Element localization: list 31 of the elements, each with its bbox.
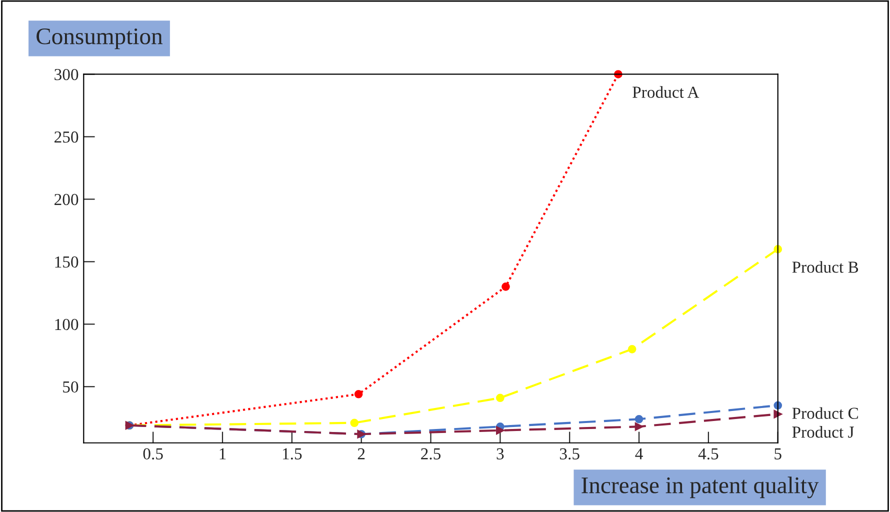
x-tick-label: 5 <box>774 448 782 460</box>
point <box>628 344 636 354</box>
x-tick-label: 4 <box>635 448 643 460</box>
y-axis-title: Consumption <box>36 28 162 50</box>
x-tick-label: 3.5 <box>560 448 580 460</box>
y-tick-label: 150 <box>55 256 78 268</box>
x-axis-title: Increase in patent quality <box>582 476 819 498</box>
point <box>502 282 510 291</box>
y-tick-label: 200 <box>54 194 78 206</box>
series-label: Product C <box>792 407 858 419</box>
point <box>634 414 644 424</box>
point <box>634 422 644 431</box>
series-label: Product J <box>792 426 854 438</box>
series-label: Product A <box>632 86 700 98</box>
y-tick-label: 250 <box>54 131 78 143</box>
x-tick-label: 3 <box>496 448 504 460</box>
x-tick-label: 1 <box>220 448 226 460</box>
x-tick-label: 2 <box>358 448 365 460</box>
x-tick-label: 0.5 <box>143 448 163 460</box>
x-tick-label: 1.5 <box>282 448 302 460</box>
point <box>354 390 363 398</box>
point <box>350 418 359 428</box>
x-tick-label: 4.5 <box>698 448 718 460</box>
y-tick-label: 300 <box>54 68 78 80</box>
point <box>496 394 504 402</box>
x-tick-label: 2.5 <box>421 448 441 460</box>
series-label: Product B <box>792 261 858 273</box>
y-tick-label: 100 <box>55 318 78 330</box>
point <box>496 426 504 435</box>
y-tick-label: 50 <box>63 381 78 393</box>
point <box>774 410 782 418</box>
